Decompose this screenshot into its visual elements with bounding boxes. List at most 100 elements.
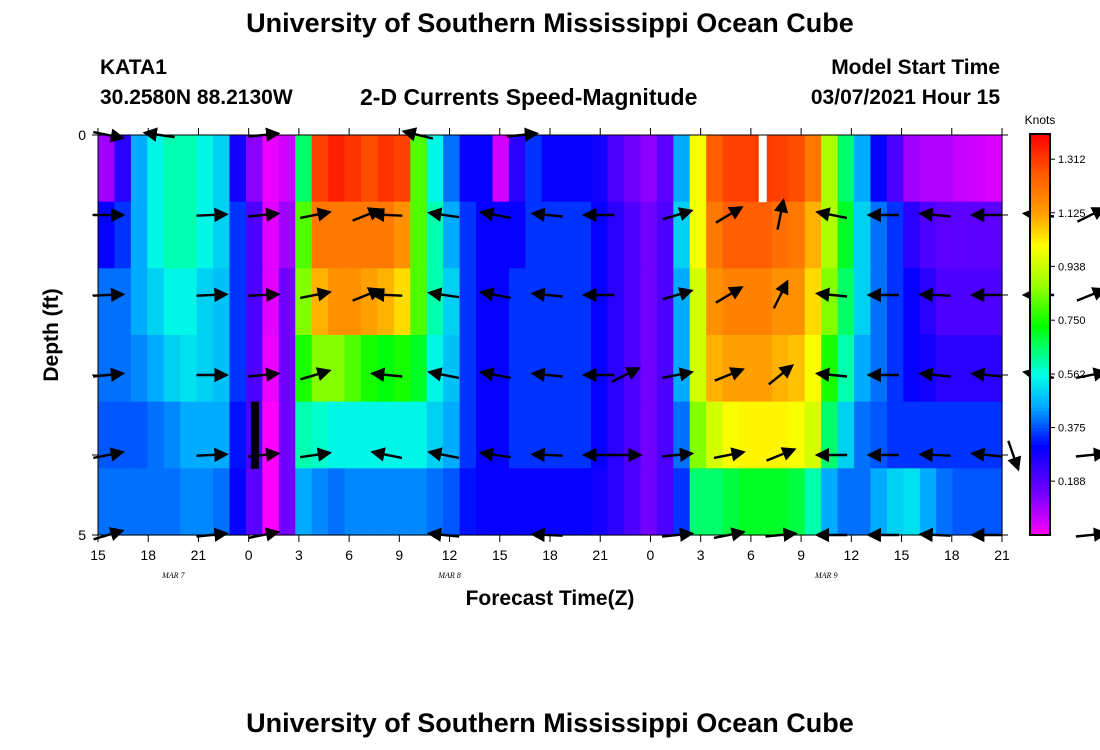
colorbar-swatch	[1030, 374, 1050, 379]
colorbar-swatch	[1030, 357, 1050, 362]
colorbar-swatch	[1030, 474, 1050, 479]
heatmap-cell	[410, 335, 428, 403]
colorbar-swatch	[1030, 501, 1050, 506]
heatmap-cell	[245, 468, 263, 536]
heatmap-cell	[98, 201, 116, 269]
heatmap-cell	[130, 468, 148, 536]
heatmap-cell	[558, 135, 576, 203]
heatmap-cell	[854, 401, 872, 469]
colorbar-swatch	[1030, 454, 1050, 459]
heatmap-cell	[278, 201, 296, 269]
model-start-label: Model Start Time	[831, 56, 1000, 79]
colorbar-swatch	[1030, 451, 1050, 456]
colorbar-tick-label: 1.125	[1058, 208, 1086, 220]
heatmap-cell	[903, 401, 921, 469]
colorbar-swatch	[1030, 444, 1050, 449]
heatmap-cell	[196, 401, 214, 469]
heatmap-cell	[492, 335, 510, 403]
colorbar-swatch	[1030, 397, 1050, 402]
colorbar-swatch	[1030, 150, 1050, 155]
heatmap-cell	[229, 201, 247, 269]
heatmap-cell	[311, 468, 329, 536]
heatmap-cell	[196, 468, 214, 536]
heatmap-cell	[837, 201, 855, 269]
heatmap-cell	[722, 468, 740, 536]
current-vector	[196, 207, 229, 223]
colorbar-swatch	[1030, 384, 1050, 389]
heatmap-cell	[443, 268, 461, 336]
heatmap-cell	[689, 201, 707, 269]
heatmap-cell	[722, 335, 740, 403]
colorbar-swatch	[1030, 190, 1050, 195]
heatmap-cell	[886, 401, 904, 469]
heatmap-cell	[788, 335, 806, 403]
heatmap-cell	[689, 401, 707, 469]
heatmap-cell	[426, 268, 444, 336]
colorbar-swatch	[1030, 167, 1050, 172]
heatmap-cell	[952, 468, 970, 536]
heatmap-cell	[788, 401, 806, 469]
heatmap-cell	[525, 135, 543, 203]
heatmap-cell	[525, 468, 543, 536]
heatmap-cell	[919, 135, 937, 203]
heatmap-cell	[870, 335, 888, 403]
masked-cell	[758, 135, 767, 203]
current-vector	[530, 447, 563, 463]
heatmap-cell	[328, 401, 346, 469]
x-tick-label: 0	[245, 547, 253, 563]
heatmap-cell	[623, 268, 641, 336]
heatmap-cell	[360, 335, 379, 403]
heatmap-cell	[114, 468, 132, 536]
colorbar-swatch	[1030, 314, 1050, 319]
current-vector	[768, 364, 795, 386]
colorbar-swatch	[1030, 337, 1050, 342]
heatmap-cell	[886, 201, 904, 269]
heatmap-cell	[607, 401, 625, 469]
current-vector	[1007, 440, 1022, 472]
heatmap-cell	[936, 401, 954, 469]
heatmap-cell	[870, 401, 888, 469]
heatmap-cell	[821, 468, 839, 536]
heatmap-cell	[163, 268, 181, 336]
heatmap-cell	[936, 201, 954, 269]
current-vector	[715, 286, 744, 304]
heatmap-cell	[344, 401, 362, 469]
heatmap-cell	[262, 135, 280, 203]
heatmap-cell	[591, 468, 609, 536]
heatmap-cell	[689, 135, 707, 203]
x-tick-label: 12	[442, 547, 458, 563]
x-tick-label: 15	[492, 547, 508, 563]
heatmap-cell	[508, 201, 526, 269]
colorbar-swatch	[1030, 321, 1050, 326]
colorbar-swatch	[1030, 327, 1050, 332]
heatmap-cell	[443, 201, 461, 269]
x-tick-label: 12	[844, 547, 860, 563]
heatmap-cell	[558, 268, 576, 336]
current-vector	[662, 367, 695, 382]
plot-title: 2-D Currents Speed-Magnitude	[360, 84, 698, 110]
heatmap-cell	[114, 201, 132, 269]
heatmap-cell	[771, 201, 789, 269]
current-vector	[370, 367, 403, 382]
colorbar-swatch	[1030, 464, 1050, 469]
heatmap-cell	[903, 335, 921, 403]
heatmap-cell	[426, 335, 444, 403]
current-vector	[248, 367, 281, 382]
colorbar-swatch	[1030, 144, 1050, 148]
heatmap-cell	[854, 201, 872, 269]
colorbar-swatch	[1030, 364, 1050, 369]
colorbar-swatch	[1030, 277, 1050, 282]
colorbar-swatch	[1030, 491, 1050, 496]
colorbar-swatch	[1030, 361, 1050, 366]
colorbar-swatch	[1030, 351, 1050, 356]
x-axis-label: Forecast Time(Z)	[466, 587, 635, 610]
heatmap-cell	[311, 135, 329, 203]
heatmap-cell	[147, 268, 165, 336]
current-vector	[427, 447, 460, 462]
current-vector	[918, 207, 951, 222]
colorbar-swatch	[1030, 377, 1050, 382]
heatmap-cell	[788, 268, 806, 336]
colorbar-swatch	[1030, 240, 1050, 245]
heatmap-cell	[393, 135, 411, 203]
current-vector	[970, 367, 1003, 382]
